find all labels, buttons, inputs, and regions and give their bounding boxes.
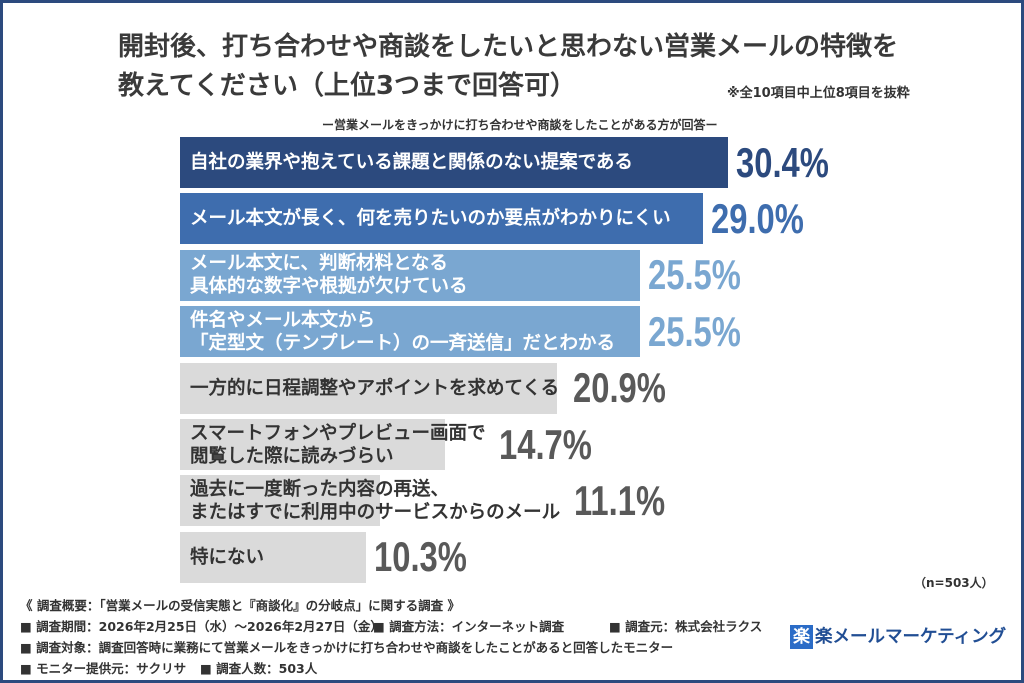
bar-category-label: 一方的に日程調整やアポイントを求めてくる	[190, 377, 560, 399]
bar-track: 自社の業界や抱えている課題と関係のない提案である	[180, 137, 729, 188]
bar-row: メール本文が長く、何を売りたいのか要点がわかりにくい 29.0%	[180, 193, 830, 245]
bar	[180, 193, 703, 245]
chart-title: 開封後、打ち合わせや商談をしたいと思わない営業メールの特徴を 教えてください（上…	[118, 32, 899, 101]
survey-method: ■ 調査方法：インターネット調査	[373, 619, 565, 634]
bar-category-label: 件名やメール本文から 「定型文（テンプレート）の一斉送信」だとわかる	[190, 309, 615, 354]
bar	[180, 362, 557, 414]
bar	[180, 249, 640, 301]
bar-value-label: 10.3%	[373, 533, 467, 581]
monitor-provider: ■ モニター提供元：サクリサ	[20, 661, 187, 676]
survey-organizer: ■ 調査元：株式会社ラクス	[609, 619, 763, 634]
bar-track: 一方的に日程調整やアポイントを求めてくる	[180, 362, 565, 414]
bar	[180, 531, 366, 583]
bar-value-label: 25.5%	[647, 251, 741, 299]
bar-value-label: 20.9%	[573, 364, 666, 412]
survey-period: ■ 調査期間：2026年2月25日（水）～2026年2月27日（金）	[20, 619, 383, 634]
bar-value-label: 30.4%	[736, 138, 830, 186]
survey-heading: 《 調査概要：「営業メールの受信実態と『商談化』の分岐点」に関する調査 》	[20, 598, 460, 613]
bar-row: 件名やメール本文から 「定型文（テンプレート）の一斉送信」だとわかる 25.5%	[180, 306, 767, 358]
bar-row: 自社の業界や抱えている課題と関係のない提案である 30.4%	[180, 137, 855, 188]
respondent-count: ■ 調査人数：503人	[200, 661, 318, 676]
bar	[180, 475, 381, 527]
survey-target: ■ 調査対象：調査回答時に業務にて営業メールをきっかけに打ち合わせや商談をしたこ…	[20, 640, 674, 655]
bar-value-label: 29.0%	[710, 194, 804, 242]
bar-row: 過去に一度断った内容の再送、 またはすでに利用中のサービスからのメール 11.1%	[180, 475, 691, 527]
bar-category-label: メール本文に、判断材料となる 具体的な数字や根拠が欠けている	[190, 253, 468, 298]
bar-track: 件名やメール本文から 「定型文（テンプレート）の一斉送信」だとわかる	[180, 306, 640, 358]
bar-row: メール本文に、判断材料となる 具体的な数字や根拠が欠けている 25.5%	[180, 249, 767, 301]
bar-category-label: スマートフォンやプレビュー画面で 閲覧した際に読みづらい	[190, 422, 486, 467]
bar	[180, 419, 446, 470]
bar-row: 特にない 10.3%	[180, 531, 493, 583]
bar-track: メール本文が長く、何を売りたいのか要点がわかりにくい	[180, 193, 703, 245]
bar-category-label: メール本文が長く、何を売りたいのか要点がわかりにくい	[190, 208, 671, 230]
bar-track: メール本文に、判断材料となる 具体的な数字や根拠が欠けている	[180, 249, 640, 301]
bar	[180, 306, 640, 358]
brand-logo: 楽 楽メールマーケティング	[790, 624, 1006, 650]
bar-category-label: 過去に一度断った内容の再送、 またはすでに利用中のサービスからのメール	[190, 478, 561, 523]
bar-category-label: 特にない	[190, 546, 265, 568]
logo-mark: 楽	[790, 625, 813, 649]
bar	[180, 137, 729, 188]
bar-row: 一方的に日程調整やアポイントを求めてくる 20.9%	[180, 362, 692, 414]
bar-track: スマートフォンやプレビュー画面で 閲覧した際に読みづらい	[180, 419, 491, 470]
bar-value-label: 11.1%	[574, 476, 666, 524]
chart-note: ※全10項目中上位8項目を抜粋	[727, 86, 910, 101]
bar-track: 特にない	[180, 531, 366, 583]
bar-value-label: 14.7%	[499, 420, 593, 468]
bar-value-label: 25.5%	[647, 307, 741, 355]
bar-category-label: 自社の業界や抱えている課題と関係のない提案である	[190, 152, 633, 173]
bar-track: 過去に一度断った内容の再送、 またはすでに利用中のサービスからのメール	[180, 475, 566, 527]
bar-row: スマートフォンやプレビュー画面で 閲覧した際に読みづらい 14.7%	[180, 419, 619, 470]
chart-subtitle: ー営業メールをきっかけに打ち合わせや商談をしたことがある方が回答ー	[322, 118, 718, 132]
sample-size: （n=503人）	[914, 576, 994, 590]
logo-wordmark: 楽メールマーケティング	[815, 627, 1007, 647]
